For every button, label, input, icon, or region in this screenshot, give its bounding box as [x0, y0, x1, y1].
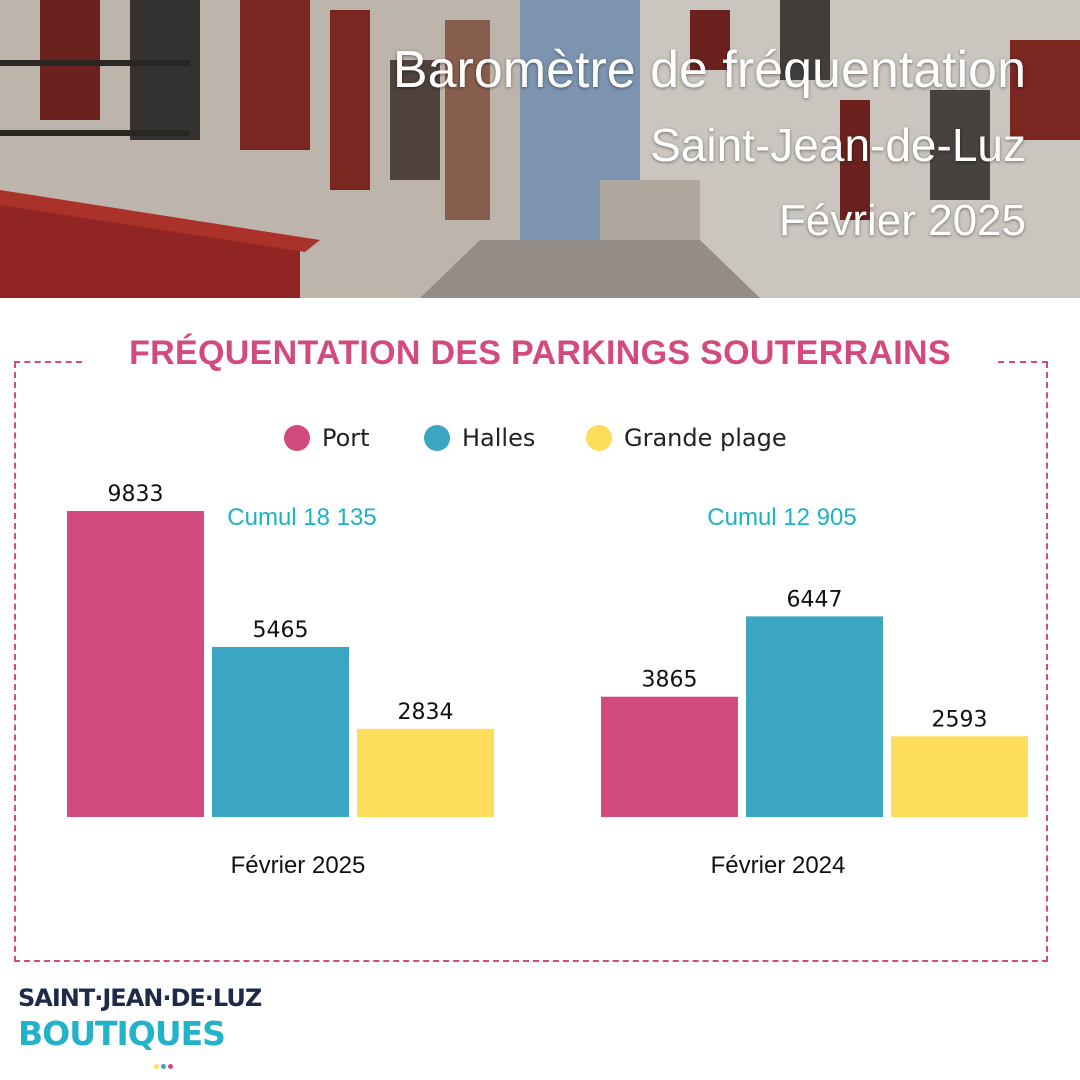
bar-halles-2 [746, 616, 883, 817]
legend-item-port: Port [284, 422, 370, 454]
bar-port-2 [601, 696, 738, 817]
bar-value-label: 3865 [642, 668, 698, 693]
legend-swatch-grande-plage [586, 425, 612, 451]
bar-value-label: 9833 [108, 482, 164, 507]
logo-dots [154, 1056, 175, 1074]
legend-swatch-port [284, 425, 310, 451]
header-title: Baromètre de fréquentation [392, 41, 1026, 99]
cumul-total-label: Cumul 18 135 [227, 504, 376, 531]
header-photo: Baromètre de fréquentation Saint-Jean-de… [0, 0, 1080, 298]
cumul-total-label: Cumul 12 905 [707, 504, 856, 531]
legend-label-grande-plage: Grande plage [624, 424, 787, 452]
bar-value-label: 5465 [253, 618, 309, 643]
bar-halles-1 [212, 646, 349, 817]
frame-top-right-segment [998, 361, 1048, 363]
category-label: Février 2025 [231, 852, 366, 879]
frame-top-left-segment [14, 361, 82, 363]
bar-value-label: 2593 [932, 707, 988, 732]
bar-value-label: 2834 [398, 700, 454, 725]
bar-value-label: 6447 [787, 587, 843, 612]
bar-grande-plage-1 [357, 728, 494, 817]
section-title: FRÉQUENTATION DES PARKINGS SOUTERRAINS [129, 334, 951, 372]
chart-frame [14, 362, 1048, 962]
street-photo-illustration [0, 0, 1080, 298]
legend-label-port: Port [322, 424, 370, 452]
logo-line2: BOUTIQUES [18, 1014, 226, 1053]
legend-item-grande-plage: Grande plage [586, 422, 787, 454]
legend-item-halles: Halles [424, 422, 535, 454]
legend-swatch-halles [424, 425, 450, 451]
logo-line1: SAINT·JEAN·DE·LUZ [18, 984, 262, 1012]
bar-port-1 [67, 511, 204, 817]
parking-bar-chart: 9833 5465 2834 Cumul 18 135 Février 2025 3865… [67, 482, 1028, 879]
header-period: Février 2025 [778, 196, 1026, 245]
bar-grande-plage-2 [891, 736, 1028, 817]
chart-legend: Port Halles Grande plage [0, 422, 1080, 454]
legend-label-halles: Halles [462, 424, 536, 452]
header-subtitle: Saint-Jean-de-Luz [650, 119, 1026, 171]
category-label: Février 2024 [711, 852, 846, 879]
saint-jean-de-luz-boutiques-logo: SAINT·JEAN·DE·LUZ BOUTIQUES [18, 982, 262, 1069]
